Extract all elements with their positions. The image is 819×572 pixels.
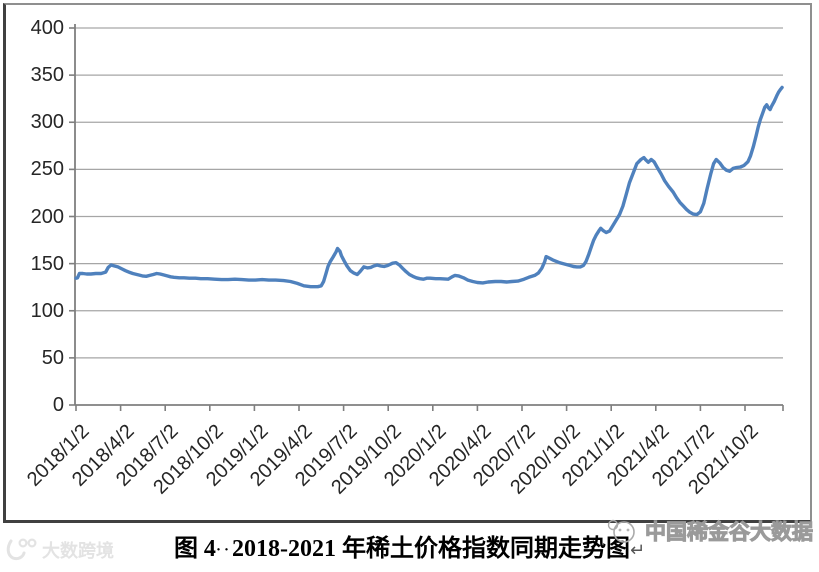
watermark-left: 大数跨境 bbox=[5, 537, 114, 563]
y-tick-label: 350 bbox=[30, 64, 64, 87]
y-tick-label: 150 bbox=[30, 252, 64, 275]
paragraph-mark: ↵ bbox=[629, 540, 646, 560]
y-tick-label: 50 bbox=[41, 346, 64, 369]
y-tick-label: 250 bbox=[30, 158, 64, 181]
y-tick-label: 300 bbox=[30, 111, 64, 134]
y-tick-label: 400 bbox=[30, 17, 64, 39]
y-tick-label: 100 bbox=[30, 299, 64, 322]
watermark-right: 中国稀金谷大数据 bbox=[605, 516, 814, 546]
watermark-left-text: 大数跨境 bbox=[42, 541, 114, 561]
caption-number: 图 4 bbox=[173, 536, 216, 562]
caption-title: 2018-2021 年稀土价格指数同期走势图 bbox=[231, 536, 630, 562]
figure-caption: 图 4··2018-2021 年稀土价格指数同期走势图↵ bbox=[0, 533, 819, 566]
panda-circle-logo bbox=[607, 519, 635, 543]
y-tick-label: 0 bbox=[52, 394, 64, 416]
watermark-right-text: 中国稀金谷大数据 bbox=[645, 521, 814, 545]
y-tick-label: 200 bbox=[30, 205, 64, 228]
smile-100-logo bbox=[6, 538, 37, 561]
caption-space-marks: ·· bbox=[215, 542, 232, 558]
